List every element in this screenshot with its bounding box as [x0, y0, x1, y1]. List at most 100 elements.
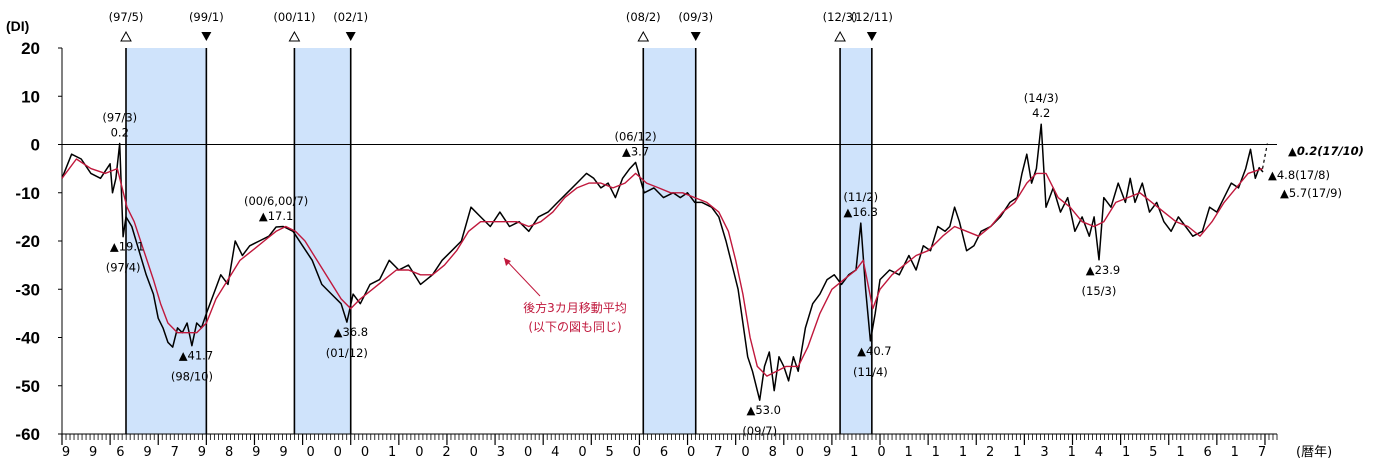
- annotation-label: (15/3): [1082, 284, 1117, 298]
- x-year-label: 9: [143, 445, 151, 460]
- x-year-label: 0: [334, 445, 342, 460]
- x-year-label: 1: [850, 445, 858, 460]
- trough-date-label: (99/1): [189, 10, 224, 24]
- x-year-label: 0: [524, 445, 532, 460]
- x-year-label: 1: [932, 445, 940, 460]
- x-year-label: 0: [361, 445, 369, 460]
- recession-bands: (97/5) (99/1) (00/11) (02/1) (08/2) (09/3) (12…: [109, 10, 893, 434]
- x-year-label: 6: [1203, 445, 1211, 460]
- chart-labels: (97/3)0.2 ▲19.1 (97/4) ▲41.7 (98/10) (00/6,00…: [102, 91, 1364, 438]
- x-year-label: 3: [497, 445, 505, 460]
- latest-value-label: ▲5.7(17/9): [1280, 186, 1342, 200]
- x-year-label: 1: [1068, 445, 1076, 460]
- annotation-label: (97/3): [102, 111, 137, 125]
- x-year-label: 7: [1258, 445, 1266, 460]
- x-year-label: 6: [116, 445, 124, 460]
- annotation-value: ▲41.7: [179, 349, 213, 363]
- annotation-label: (11/4): [853, 365, 888, 379]
- trough-date-label: (02/1): [333, 10, 368, 24]
- peak-date-label: (12/3): [823, 10, 858, 24]
- y-tick-label: -30: [15, 280, 40, 299]
- peak-marker-icon: [834, 30, 846, 42]
- annotation-label: (06/12): [615, 129, 657, 143]
- annotation-label: (00/6,00/7): [244, 194, 308, 208]
- y-tick-label: 0: [31, 136, 40, 155]
- x-year-label: 4: [1095, 445, 1103, 460]
- x-year-label: 9: [279, 445, 287, 460]
- annotation-label: (09/7): [742, 424, 777, 438]
- x-year-label: 0: [470, 445, 478, 460]
- annotation-value: ▲53.0: [746, 403, 780, 417]
- moving-average-label: 後方3カ月移動平均: [523, 300, 627, 315]
- x-year-label: 1: [388, 445, 396, 460]
- peak-marker-icon: [637, 30, 650, 42]
- peak-date-label: (00/11): [273, 10, 315, 24]
- annotation-value: ▲36.8: [334, 325, 368, 339]
- x-year-label: 0: [633, 445, 641, 460]
- annotation-label: (97/4): [106, 261, 141, 275]
- x-year-label: 0: [741, 445, 749, 460]
- x-year-label: 0: [796, 445, 804, 460]
- y-tick-label: -10: [15, 184, 40, 203]
- trough-marker-icon: [201, 32, 212, 41]
- x-year-label: 1: [904, 445, 912, 460]
- y-tick-label: -60: [15, 425, 40, 444]
- x-year-label: 9: [823, 445, 831, 460]
- annotation-label: (14/3): [1024, 91, 1059, 105]
- x-axis-unit: (暦年): [1296, 445, 1332, 460]
- trough-marker-icon: [345, 32, 356, 41]
- x-year-label: 3: [1040, 445, 1048, 460]
- x-year-label: 6: [660, 445, 668, 460]
- x-year-label: 0: [578, 445, 586, 460]
- series-lines: [61, 123, 1268, 401]
- peak-date-label: (08/2): [626, 10, 661, 24]
- x-year-label: 0: [687, 445, 695, 460]
- annotation-value: 0.2: [111, 126, 129, 140]
- annotation-value: ▲19.1: [110, 240, 144, 254]
- x-year-label: 9: [89, 445, 97, 460]
- x-year-label: 9: [62, 445, 70, 460]
- x-year-label: 8: [225, 445, 233, 460]
- x-year-label: 9: [252, 445, 260, 460]
- x-year-label: 7: [171, 445, 179, 460]
- y-axis-unit: (DI): [6, 18, 29, 34]
- peak-marker-icon: [120, 30, 132, 42]
- x-year-label: 1: [1176, 445, 1184, 460]
- recession-band: [643, 48, 696, 434]
- annotation-value: ▲3.7: [622, 144, 649, 158]
- x-year-label: 5: [1149, 445, 1157, 460]
- trough-date-label: (12/11): [851, 10, 893, 24]
- y-tick-label: -50: [15, 377, 40, 396]
- forecast-dashed-line: [1261, 143, 1268, 169]
- latest-forecast-label: ▲0.2(17/10): [1288, 144, 1364, 158]
- x-year-label: 2: [986, 445, 994, 460]
- annotation-label: (01/12): [326, 346, 368, 360]
- peak-marker-icon: [288, 30, 301, 42]
- moving-average-callout-line: [503, 257, 541, 297]
- recession-band: [125, 48, 207, 434]
- y-tick-label: 10: [21, 87, 40, 106]
- trough-date-label: (09/3): [678, 10, 713, 24]
- x-year-label: 4: [551, 445, 559, 460]
- moving-average-line: [61, 158, 1263, 377]
- callout-arrow-icon: [504, 258, 511, 266]
- y-tick-label: -40: [15, 329, 40, 348]
- trough-marker-icon: [690, 32, 701, 41]
- peak-date-label: (97/5): [109, 10, 144, 24]
- y-tick-label: 20: [21, 39, 40, 58]
- recession-band: [840, 48, 872, 434]
- annotation-label: (11/2): [843, 190, 878, 204]
- x-year-label: 0: [415, 445, 423, 460]
- x-year-label: 0: [877, 445, 885, 460]
- x-year-label: 9: [198, 445, 206, 460]
- x-year-label: 8: [769, 445, 777, 460]
- x-year-label: 1: [1122, 445, 1130, 460]
- x-year-label: 1: [1231, 445, 1239, 460]
- x-year-label: 5: [605, 445, 613, 460]
- x-year-label: 1: [959, 445, 967, 460]
- annotation-value: ▲23.9: [1086, 263, 1120, 277]
- annotation-label: (98/10): [171, 370, 213, 384]
- y-tick-label: -20: [15, 232, 40, 251]
